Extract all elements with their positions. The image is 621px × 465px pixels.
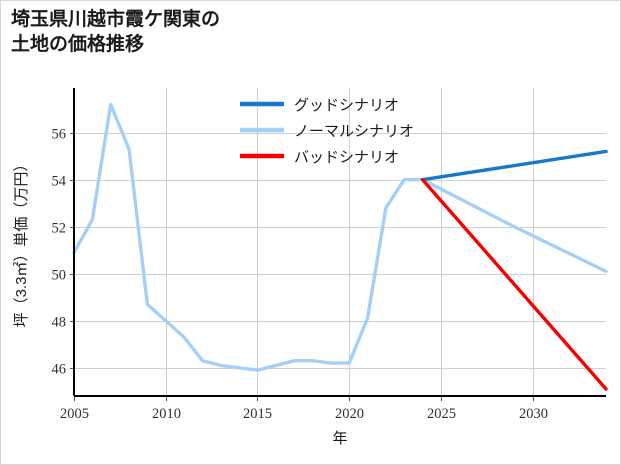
series-line-bad (420, 177, 608, 391)
title-line-1: 埼玉県川越市霞ケ関東の (11, 9, 221, 30)
legend-label: バッドシナリオ (294, 150, 399, 166)
x-tick-label: 2015 (243, 406, 272, 422)
x-tick-label: 2025 (427, 406, 456, 422)
x-tick-label: 2020 (335, 406, 364, 422)
y-tick-label: 54 (52, 174, 67, 190)
y-tick-label: 50 (52, 268, 67, 284)
x-tick-labels: 2005 2010 2015 2020 2025 2030 (60, 406, 548, 422)
x-tick-label: 2005 (60, 406, 89, 422)
x-tick-label: 2030 (519, 406, 548, 422)
y-tick-label: 52 (52, 221, 67, 237)
y-tick-label: 56 (52, 127, 67, 143)
legend-label: グッドシナリオ (294, 97, 399, 114)
x-tick-label: 2010 (152, 406, 181, 422)
x-axis-title: 年 (332, 430, 347, 447)
series-line-normal (72, 102, 608, 372)
y-axis-title: 坪（3.3㎡）単価（万円） (13, 157, 30, 328)
y-tick-labels: 46 48 50 52 54 56 (52, 127, 67, 378)
title-line-2: 土地の価格推移 (11, 33, 145, 55)
series-line-good (420, 149, 608, 182)
legend-label: ノーマルシナリオ (294, 124, 414, 140)
series-lines (72, 102, 608, 391)
page-title: 埼玉県川越市霞ケ関東の 土地の価格推移 (11, 8, 431, 57)
y-tick-label: 46 (52, 362, 67, 378)
y-tick-label: 48 (52, 315, 67, 331)
